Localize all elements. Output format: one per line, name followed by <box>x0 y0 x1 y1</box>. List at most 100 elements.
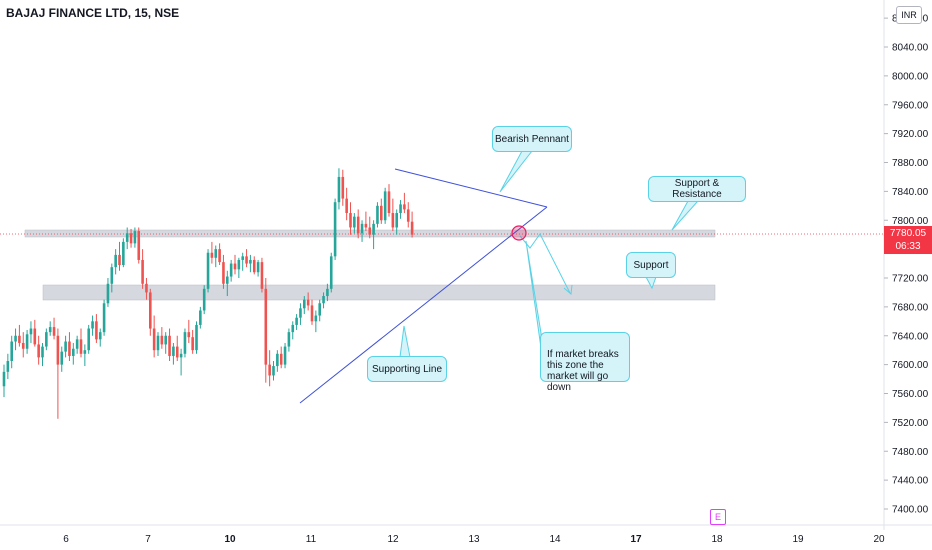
projection-path <box>519 233 571 294</box>
y-tick-label: 7720.00 <box>892 274 929 285</box>
candle <box>291 321 295 340</box>
candle-body <box>291 324 295 333</box>
candle-body <box>156 335 160 351</box>
y-tick-label: 7600.00 <box>892 360 929 371</box>
candle <box>410 211 414 238</box>
candle-body <box>395 213 398 228</box>
candle-body <box>75 339 79 349</box>
candle-body <box>376 205 379 224</box>
candle <box>95 314 98 343</box>
candle-body <box>102 303 106 333</box>
support-callout[interactable]: Support <box>626 252 676 278</box>
candle <box>141 249 144 289</box>
candle-body <box>175 346 179 358</box>
candle <box>276 350 279 372</box>
candle <box>168 328 171 362</box>
candle <box>399 200 402 219</box>
candle <box>349 202 352 235</box>
candle-body <box>64 341 67 352</box>
candle <box>272 361 275 381</box>
candle <box>87 324 90 354</box>
candle-body <box>118 254 121 266</box>
earnings-marker[interactable]: E <box>710 509 726 525</box>
candle <box>179 348 183 376</box>
candle <box>345 187 348 221</box>
candle-body <box>256 262 260 273</box>
candle-body <box>329 256 333 289</box>
candle-body <box>295 317 298 325</box>
candle <box>260 257 264 293</box>
candle-body <box>276 353 279 367</box>
candle <box>41 342 44 367</box>
y-tick-label: 7680.00 <box>892 302 929 313</box>
candle-body <box>303 299 306 309</box>
y-tick-label: 7800.00 <box>892 216 929 227</box>
candle <box>368 216 372 239</box>
candle-body <box>91 321 94 329</box>
candle-body <box>106 283 110 304</box>
candle <box>33 319 37 347</box>
candle <box>287 328 291 352</box>
pennant-upper-trendline <box>394 168 548 208</box>
candle-body <box>52 327 56 336</box>
candle <box>202 285 206 315</box>
candle-body <box>345 198 348 214</box>
candle-body <box>299 308 302 318</box>
candle <box>210 241 214 264</box>
candle <box>6 353 10 380</box>
y-tick-label: 7880.00 <box>892 158 929 169</box>
supporting-line-callout[interactable]: Supporting Line <box>367 356 447 382</box>
candle <box>75 335 79 354</box>
candle-body <box>410 221 414 235</box>
y-tick-label: 7640.00 <box>892 331 929 342</box>
x-tick-label: 12 <box>387 534 399 545</box>
candle <box>318 299 321 322</box>
x-tick-label: 20 <box>873 534 885 545</box>
candle <box>18 324 21 347</box>
candle <box>241 252 244 271</box>
currency-badge[interactable]: INR <box>896 6 922 24</box>
support-resistance-callout[interactable]: Support & Resistance <box>648 176 746 202</box>
y-tick-label: 7840.00 <box>892 187 929 198</box>
candle-body <box>10 341 13 362</box>
candle <box>222 254 225 289</box>
candle <box>314 310 318 333</box>
x-tick-label: 18 <box>711 534 723 545</box>
candle-body <box>195 324 198 351</box>
candle-body <box>95 321 98 340</box>
x-tick-label: 11 <box>306 534 317 545</box>
candle-body <box>191 337 194 351</box>
last-price-tag: 7780.05 06:33 <box>884 226 932 254</box>
candle <box>229 259 233 282</box>
candle-body <box>364 223 368 228</box>
candle <box>21 332 25 358</box>
bearish-pennant-callout[interactable]: Bearish Pennant <box>492 126 572 152</box>
breakdown-note-callout[interactable]: If market breaks this zone the market wi… <box>540 332 630 393</box>
candle <box>299 303 302 325</box>
x-tick-label: 13 <box>468 534 480 545</box>
candle <box>137 227 141 264</box>
support-resistance-pointer <box>671 200 700 231</box>
candle <box>102 299 106 336</box>
candle-body <box>110 267 114 284</box>
candle <box>52 317 56 340</box>
candle <box>29 321 33 343</box>
candle <box>83 344 87 367</box>
candle <box>403 192 406 214</box>
candle <box>125 227 129 250</box>
support-label: Support <box>633 259 669 271</box>
candle <box>183 328 187 358</box>
candle <box>391 198 395 232</box>
candle-body <box>14 335 17 342</box>
candle <box>187 319 191 343</box>
candle-body <box>310 305 314 322</box>
candle <box>10 335 13 369</box>
candle-body <box>98 332 102 340</box>
y-tick-label: 7960.00 <box>892 100 929 111</box>
candle <box>206 249 210 293</box>
candle-body <box>222 262 225 284</box>
candle <box>160 327 164 349</box>
candle <box>306 292 310 311</box>
candle <box>37 335 40 365</box>
